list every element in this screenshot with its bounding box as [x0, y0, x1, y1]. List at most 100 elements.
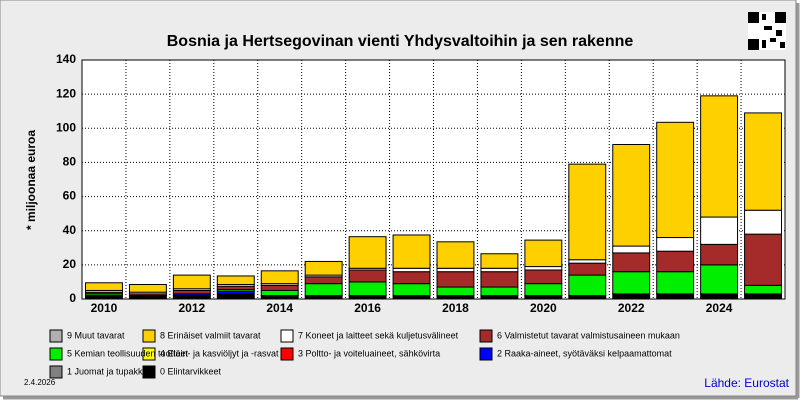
bar-segment — [348, 269, 387, 283]
y-tick-label: 0 — [69, 291, 76, 305]
bar-segment — [348, 236, 387, 269]
bar-segment — [656, 121, 695, 239]
bar-segment — [172, 295, 211, 300]
bar-segment — [348, 295, 387, 300]
y-tick-label: 120 — [56, 86, 76, 100]
y-tick-label: 100 — [56, 120, 76, 134]
bar-segment — [480, 253, 519, 269]
bar-segment — [700, 216, 739, 245]
x-tick-label: 2010 — [91, 301, 118, 315]
legend-label: 5 Kemian teollisuuden tuotteet — [67, 348, 189, 358]
legend-label: 9 Muut tavarat — [67, 330, 125, 340]
x-tick-label: 2024 — [706, 301, 733, 315]
y-tick-label: 140 — [56, 52, 76, 66]
bar-segment — [85, 282, 123, 291]
x-tick-label: 2020 — [530, 301, 557, 315]
bar-segment — [260, 270, 299, 285]
legend-label: 6 Valmistetut tavarat valmistusaineen mu… — [497, 330, 680, 340]
bar-segment — [700, 95, 739, 218]
bar-segment — [480, 267, 519, 273]
bar-segment — [524, 269, 563, 285]
x-tick-label: 2018 — [442, 301, 469, 315]
bar-segment — [172, 289, 211, 295]
bar-segment — [612, 252, 651, 273]
y-tick-label: 60 — [63, 189, 77, 203]
bar-segment — [524, 283, 563, 297]
bar-segment — [392, 295, 431, 300]
bar-segment — [524, 295, 563, 300]
bar-segment — [436, 295, 475, 300]
y-axis-label: * miljoonaa euroa — [24, 130, 38, 230]
bar-segment — [216, 293, 255, 300]
bar-segment — [436, 271, 475, 288]
x-tick-label: 2012 — [178, 301, 205, 315]
bar-segment — [216, 285, 255, 291]
legend-label: 1 Juomat ja tupakka — [67, 366, 148, 376]
bar-segment — [436, 286, 475, 297]
bar-segment — [260, 289, 299, 297]
legend-swatch — [142, 329, 156, 343]
bar-segment — [348, 281, 387, 297]
legend-swatch — [280, 347, 294, 361]
date: 2.4.2026 — [24, 378, 56, 387]
bar-segment — [85, 295, 123, 300]
source: Lähde: Eurostat — [704, 376, 789, 390]
bar-segment — [612, 271, 651, 295]
bar-segment — [524, 266, 563, 271]
legend-label: 4 Eläin- ja kasviöljyt ja -rasvat — [160, 348, 279, 358]
bar-segment — [304, 295, 343, 300]
bar-segment — [612, 144, 651, 247]
bar-segment — [744, 233, 782, 286]
bar-segment — [392, 267, 431, 273]
bar-segment — [260, 284, 299, 291]
bar-segment — [304, 260, 343, 276]
bar-segment — [304, 276, 343, 285]
y-tick-label: 20 — [63, 257, 77, 271]
bar-segment — [700, 264, 739, 295]
bar-segment — [700, 293, 739, 300]
bar-segment — [524, 239, 563, 268]
legend-label: 2 Raaka-aineet, syötäväksi kelpaamattoma… — [497, 348, 672, 358]
bar-segment — [172, 274, 211, 290]
x-tick-label: 2022 — [618, 301, 645, 315]
y-tick-label: 80 — [63, 155, 77, 169]
bar-segment — [656, 293, 695, 300]
bar-segment — [744, 209, 782, 235]
bar-segment — [304, 283, 343, 297]
legend-swatch — [142, 365, 156, 379]
bar-segment — [612, 293, 651, 300]
bar-segment — [260, 295, 299, 300]
legend-swatch — [142, 347, 156, 361]
bar-segment — [568, 163, 607, 261]
bar-segment — [392, 283, 431, 297]
bar-segment — [392, 271, 431, 285]
legend-swatch — [49, 329, 63, 343]
chart-title: Bosnia ja Hertsegovinan vienti Yhdysvalt… — [167, 33, 634, 50]
legend-swatch — [49, 365, 63, 379]
x-tick-label: 2014 — [266, 301, 293, 315]
legend-label: 0 Elintarvikkeet — [160, 366, 222, 376]
bar-segment — [744, 293, 782, 300]
bar-segment — [656, 271, 695, 295]
bar-segment — [392, 234, 431, 269]
bar-segment — [656, 250, 695, 273]
bar-segment — [216, 275, 255, 285]
x-tick-label: 2016 — [354, 301, 381, 315]
qr-code — [748, 12, 786, 50]
bar-segment — [128, 283, 167, 293]
bar-segment — [744, 112, 782, 211]
y-tick-label: 40 — [63, 223, 77, 237]
legend-swatch — [479, 347, 493, 361]
bar-segment — [568, 295, 607, 300]
bar-segment — [700, 243, 739, 266]
bar-segment — [480, 286, 519, 297]
bar-segment — [480, 271, 519, 288]
bar-segment — [612, 245, 651, 254]
bar-segment — [436, 241, 475, 269]
legend-label: 8 Erinäiset valmiit tavarat — [160, 330, 261, 340]
bar-segment — [744, 284, 782, 295]
bar-segment — [656, 237, 695, 252]
bar-segment — [436, 267, 475, 273]
